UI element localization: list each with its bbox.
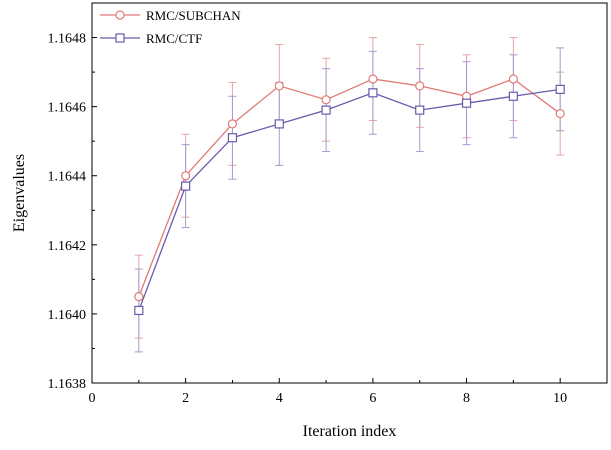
legend: RMC/SUBCHAN RMC/CTF	[100, 8, 241, 46]
series-line	[138, 88, 561, 311]
x-tick-label: 8	[463, 391, 470, 406]
series-markers	[134, 74, 565, 316]
legend-marker	[115, 10, 125, 20]
y-tick-label: 1.1642	[48, 239, 87, 254]
data-point	[508, 91, 518, 101]
data-point	[181, 171, 191, 181]
data-point	[227, 119, 238, 129]
legend-label: RMC/CTF	[146, 31, 202, 46]
data-point	[321, 95, 331, 105]
x-tick-label: 4	[276, 391, 283, 406]
series-line	[138, 78, 561, 297]
data-point	[274, 119, 284, 129]
series-lines	[138, 78, 561, 311]
y-tick-label: 1.1644	[48, 170, 87, 185]
legend-marker	[115, 33, 125, 43]
data-point	[415, 81, 425, 91]
plot-frame	[91, 2, 608, 384]
y-tick-label: 1.1648	[48, 32, 87, 47]
data-point	[134, 305, 144, 316]
x-tick-label: 6	[369, 391, 376, 406]
data-point	[227, 133, 238, 143]
data-point	[134, 292, 144, 302]
data-point	[461, 98, 472, 108]
x-tick-label: 10	[553, 391, 567, 406]
y-axis-title: Eigenvalues	[11, 154, 28, 232]
axis-ticks: 0 2 4 6 8 10 1.1638 1.1640 1.1642 1.1644 1.1646 1.1…	[48, 32, 568, 406]
data-point	[555, 84, 565, 94]
y-tick-label: 1.1646	[48, 101, 87, 116]
data-point	[321, 105, 331, 115]
data-point	[368, 74, 378, 84]
data-point	[508, 74, 518, 84]
legend-label: RMC/SUBCHAN	[146, 8, 241, 23]
x-tick-label: 2	[182, 391, 189, 406]
y-tick-label: 1.1638	[48, 377, 87, 392]
data-point	[555, 108, 565, 119]
data-point	[415, 105, 425, 115]
x-axis-title: Iteration index	[303, 423, 397, 440]
data-point	[181, 181, 191, 191]
data-point	[368, 88, 378, 98]
y-tick-label: 1.1640	[48, 308, 87, 323]
x-tick-label: 0	[89, 391, 96, 406]
data-point	[274, 81, 284, 91]
